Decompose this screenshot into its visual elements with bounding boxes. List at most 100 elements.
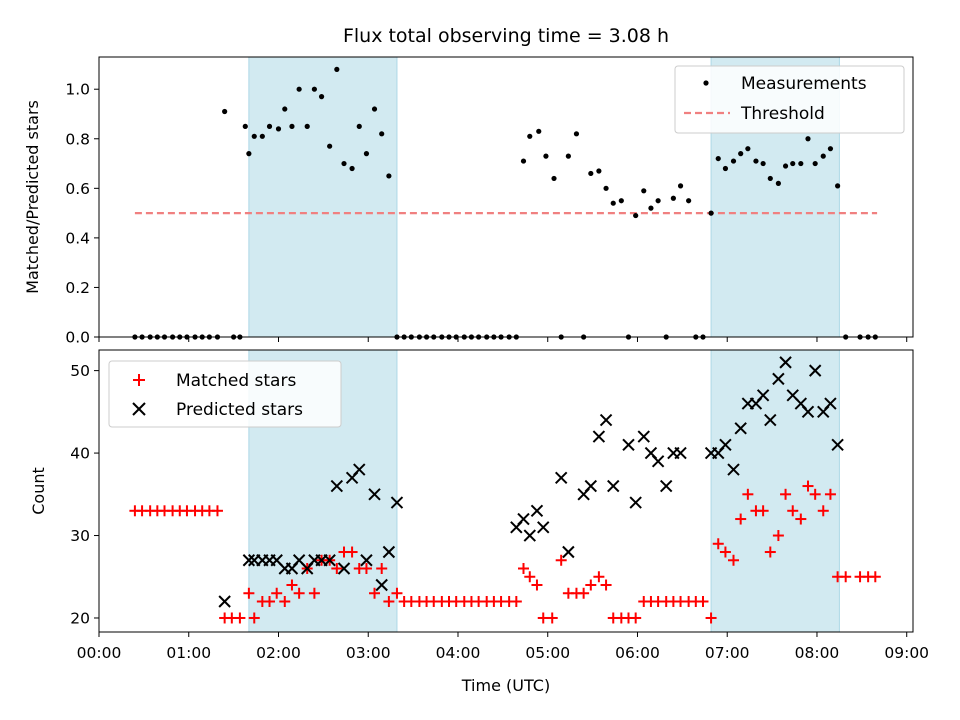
legend-matched-label: Matched stars (176, 371, 296, 391)
measurement-point (296, 86, 302, 92)
measurement-point (246, 151, 252, 157)
matched-point (764, 546, 776, 558)
predicted-point (727, 463, 740, 476)
predicted-point (360, 554, 373, 567)
measurement-point (259, 133, 265, 139)
measurement-point (588, 170, 594, 177)
matched-point (243, 587, 255, 599)
matched-point (578, 587, 590, 599)
measurement-point (304, 123, 310, 129)
matched-point (809, 488, 821, 500)
measurement-point (356, 123, 362, 129)
measurement-point (371, 106, 378, 112)
measurement-point (655, 198, 661, 204)
matched-point (293, 587, 305, 599)
matched-point (555, 554, 567, 566)
matched-point (600, 579, 612, 591)
matched-point (376, 563, 388, 575)
measurement-point (618, 198, 624, 204)
matched-point (518, 563, 530, 575)
matched-point (531, 579, 543, 591)
y-tick-label: 0.0 (65, 329, 90, 347)
matched-point (735, 513, 747, 525)
y-tick-label: 50 (70, 362, 90, 380)
bottom-y-axis-label: Count (29, 467, 48, 515)
y-tick-label: 20 (70, 609, 90, 627)
predicted-point (530, 504, 544, 517)
measurement-point (318, 94, 325, 100)
predicted-point (779, 356, 792, 369)
predicted-point (801, 405, 815, 419)
matched-point (211, 505, 223, 517)
predicted-point (330, 479, 344, 493)
predicted-point (734, 422, 747, 435)
matched-point (795, 513, 807, 525)
x-axis-label: Time (UTC) (461, 676, 550, 695)
measurement-point (349, 165, 355, 172)
matched-point (712, 538, 724, 550)
matched-point (869, 571, 881, 583)
y-tick-label: 1.0 (65, 81, 90, 99)
predicted-point (719, 438, 732, 452)
matched-point (840, 571, 852, 583)
measurement-point (798, 160, 804, 167)
measurement-point (379, 131, 385, 137)
matched-point (248, 612, 260, 624)
bottom-panel-frame (98, 349, 914, 633)
matched-point (757, 505, 769, 517)
measurement-point (603, 185, 609, 191)
chart-title: Flux total observing time = 3.08 h (343, 25, 669, 47)
matched-point (742, 488, 754, 500)
predicted-point (659, 479, 673, 493)
x-tick-label: 09:00 (884, 644, 929, 662)
x-tick-label: 06:00 (615, 644, 660, 662)
measurement-point (327, 143, 333, 149)
y-tick-label: 0.8 (65, 130, 90, 148)
legend-threshold-label: Threshold (740, 104, 825, 124)
legend-measurement-marker (703, 80, 709, 86)
measurement-point (820, 153, 826, 159)
observing-band (710, 349, 840, 633)
top-panel: 0.0 0.2 0.4 0.6 0.8 1.0 Matched/Predicted sta… (23, 56, 914, 347)
measurement-point (715, 155, 721, 162)
matched-point (331, 563, 343, 575)
predicted-point (523, 529, 536, 542)
matched-point (593, 571, 605, 583)
x-tick-label: 05:00 (525, 644, 570, 662)
measurement-point (790, 160, 796, 167)
legend-predicted-label: Predicted stars (176, 400, 303, 420)
predicted-point (584, 479, 598, 493)
predicted-point (353, 463, 366, 476)
matched-point (697, 595, 709, 607)
measurement-point (827, 146, 834, 152)
predicted-point (831, 438, 844, 452)
measurement-point (835, 183, 841, 189)
x-tick-label: 00:00 (77, 644, 122, 662)
matched-point (271, 587, 283, 599)
measurement-point (520, 158, 527, 164)
predicted-point (554, 471, 568, 485)
matched-point (719, 546, 731, 558)
measurement-point (633, 212, 639, 219)
measurement-point (551, 175, 557, 182)
matched-point (802, 480, 814, 492)
predicted-point (537, 521, 550, 534)
measurement-point (812, 160, 818, 167)
predicted-point (323, 554, 336, 567)
measurement-point (282, 106, 288, 112)
predicted-point (651, 455, 665, 468)
measurement-point (805, 136, 811, 142)
predicted-point (218, 595, 231, 608)
matched-point (279, 595, 291, 607)
predicted-point (764, 413, 777, 427)
x-tick-label: 08:00 (795, 644, 840, 662)
y-tick-label: 30 (70, 527, 90, 545)
measurement-point (775, 180, 781, 186)
matched-point (728, 554, 740, 566)
measurement-point (275, 126, 282, 132)
matched-point (286, 579, 298, 591)
measurement-point (730, 158, 737, 164)
matched-point (546, 612, 558, 624)
predicted-point (242, 554, 256, 567)
